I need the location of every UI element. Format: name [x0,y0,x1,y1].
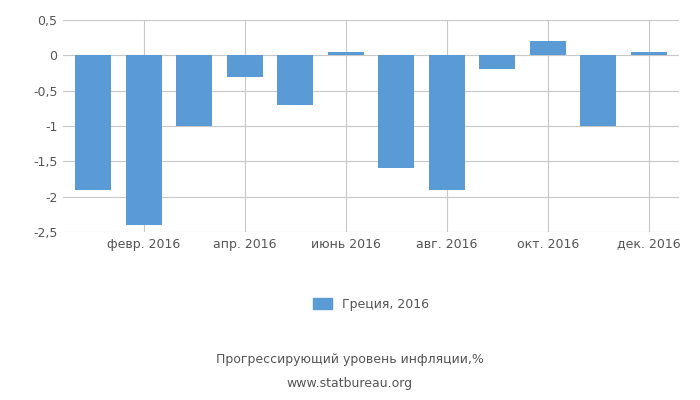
Bar [75,55,111,190]
Legend: Греция, 2016: Греция, 2016 [313,298,429,311]
Bar [631,52,667,55]
Bar [227,55,263,76]
Bar [428,55,465,190]
Text: www.statbureau.org: www.statbureau.org [287,378,413,390]
Bar [479,55,515,70]
Text: Прогрессирующий уровень инфляции,%: Прогрессирующий уровень инфляции,% [216,354,484,366]
Bar [125,55,162,225]
Bar [176,55,213,126]
Bar [580,55,617,126]
Bar [277,55,314,105]
Bar [529,41,566,55]
Bar [328,52,364,55]
Bar [378,55,414,168]
